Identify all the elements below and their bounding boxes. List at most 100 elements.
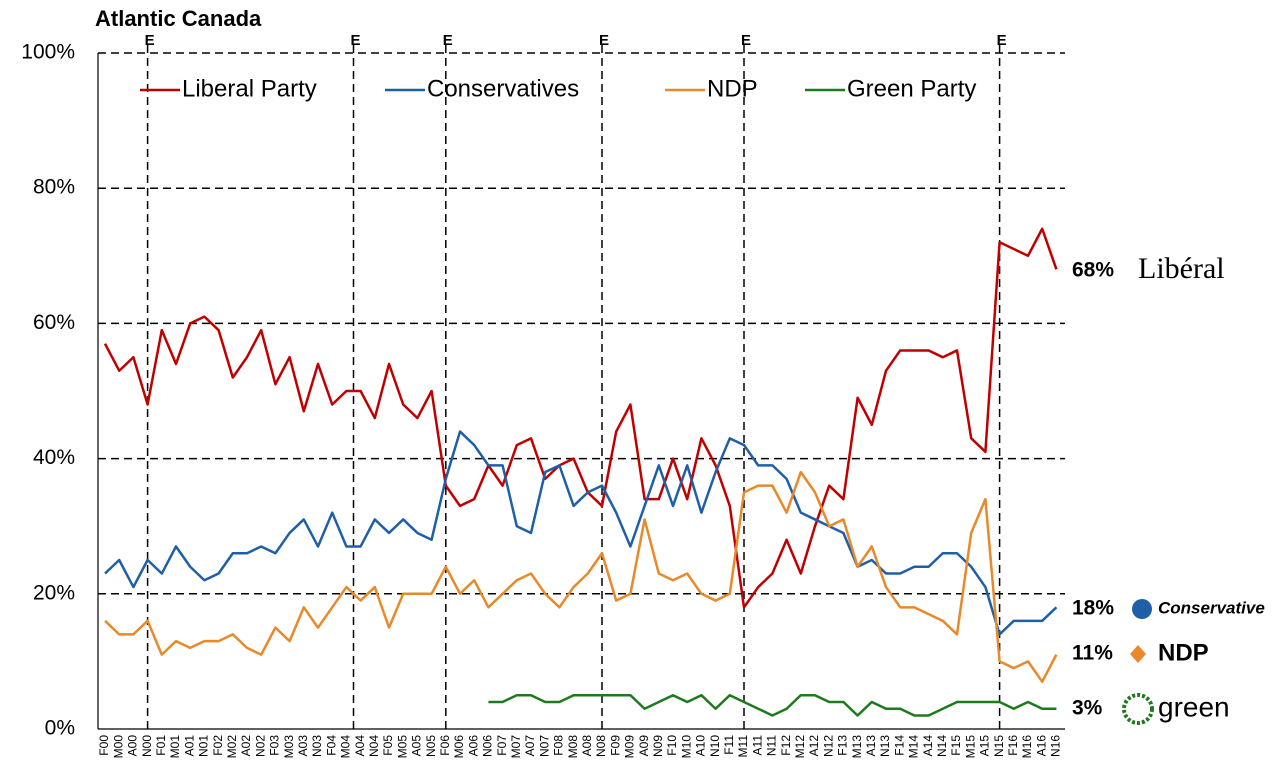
x-tick-label: M13 (850, 735, 864, 759)
x-tick-label: A05 (410, 735, 424, 757)
x-tick-label: M03 (282, 735, 296, 759)
y-tick-label: 20% (33, 581, 75, 604)
x-tick-label: N02 (253, 735, 267, 757)
x-tick-label: M08 (566, 735, 580, 759)
x-tick-label: M12 (793, 735, 807, 759)
x-tick-label: A04 (353, 735, 367, 757)
x-tick-label: A00 (126, 735, 140, 757)
x-tick-label: A06 (466, 735, 480, 757)
x-tick-label: M16 (1020, 735, 1034, 759)
x-tick-label: A03 (296, 735, 310, 757)
x-tick-label: N13 (878, 735, 892, 757)
series-line (488, 693, 1057, 717)
election-label: E (741, 32, 751, 49)
x-tick-label: M00 (111, 735, 125, 759)
x-tick-label: F11 (722, 735, 736, 755)
x-tick-label: F05 (381, 735, 395, 756)
election-label: E (599, 32, 609, 49)
x-tick-label: M15 (963, 735, 977, 759)
x-tick-label: M09 (623, 735, 637, 759)
end-label: 18% (1072, 597, 1114, 620)
x-tick-label: A10 (694, 735, 708, 757)
y-tick-label: 0% (45, 717, 75, 740)
x-tick-label: M04 (339, 735, 353, 759)
x-tick-label: A14 (921, 735, 935, 757)
legend-label: Green Party (847, 75, 976, 102)
series-line (103, 227, 1058, 609)
x-tick-label: N08 (594, 735, 608, 757)
x-tick-label: N07 (537, 735, 551, 757)
end-label: 68% (1072, 259, 1114, 282)
x-tick-label: N10 (708, 735, 722, 757)
x-tick-label: F16 (1006, 735, 1020, 756)
x-tick-label: M01 (168, 735, 182, 759)
logo-icon (1132, 599, 1152, 619)
x-tick-label: A07 (523, 735, 537, 757)
x-tick-label: F14 (892, 735, 906, 756)
x-tick-label: N16 (1049, 735, 1063, 757)
x-tick-label: A02 (239, 735, 253, 757)
x-tick-label: M11 (736, 735, 750, 758)
x-tick-label: A15 (978, 735, 992, 757)
x-tick-label: N06 (481, 735, 495, 757)
party-logo: green (1158, 691, 1230, 722)
x-tick-label: F01 (154, 735, 168, 756)
election-label: E (997, 32, 1007, 49)
x-tick-label: A13 (864, 735, 878, 757)
party-logo: NDP (1158, 639, 1209, 666)
logo-icon (1122, 693, 1154, 725)
x-tick-label: M10 (679, 735, 693, 759)
x-tick-label: N12 (821, 735, 835, 757)
x-tick-label: N04 (367, 735, 381, 757)
election-label: E (351, 32, 361, 49)
x-tick-label: F10 (665, 735, 679, 756)
x-tick-label: N11 (765, 735, 779, 756)
x-tick-label: F06 (438, 735, 452, 756)
x-tick-label: N03 (310, 735, 324, 757)
x-tick-label: F08 (552, 735, 566, 756)
y-tick-label: 40% (33, 446, 75, 469)
x-tick-label: M05 (395, 735, 409, 759)
x-tick-label: A16 (1034, 735, 1048, 757)
y-tick-label: 60% (33, 311, 75, 334)
x-tick-label: N14 (935, 735, 949, 757)
x-tick-label: M02 (225, 735, 239, 759)
x-tick-label: F04 (324, 735, 338, 756)
logo-icon (1130, 645, 1146, 663)
x-tick-label: F00 (97, 735, 111, 756)
chart-title: Atlantic Canada (95, 6, 262, 31)
x-tick-label: N05 (424, 735, 438, 757)
x-tick-label: F13 (836, 735, 850, 756)
end-label: 3% (1072, 697, 1103, 720)
x-tick-label: N01 (197, 735, 211, 757)
x-tick-label: A12 (807, 735, 821, 757)
x-tick-label: F09 (608, 735, 622, 756)
party-logo: Libéral (1138, 252, 1225, 285)
election-label: E (145, 32, 155, 49)
legend-label: NDP (707, 75, 758, 102)
series-line (104, 470, 1058, 683)
party-logo: Conservative (1158, 598, 1265, 617)
election-label: E (443, 32, 453, 49)
legend-label: Liberal Party (182, 75, 317, 102)
x-tick-label: F12 (779, 735, 793, 756)
x-tick-label: A08 (580, 735, 594, 757)
x-tick-label: N15 (992, 735, 1006, 757)
x-tick-label: F15 (949, 735, 963, 756)
x-tick-label: N00 (140, 735, 154, 757)
y-tick-label: 80% (33, 176, 75, 199)
legend-label: Conservatives (427, 75, 579, 102)
x-tick-label: N09 (651, 735, 665, 757)
x-tick-label: M14 (907, 735, 921, 759)
x-tick-label: A09 (637, 735, 651, 757)
x-tick-label: F02 (211, 735, 225, 756)
series-line (104, 430, 1058, 636)
end-label: 11% (1072, 642, 1113, 665)
x-tick-label: F07 (495, 735, 509, 756)
x-tick-label: M07 (509, 735, 523, 759)
x-tick-label: M06 (452, 735, 466, 759)
y-tick-label: 100% (21, 41, 75, 64)
x-tick-label: A01 (182, 735, 196, 757)
x-tick-label: F03 (268, 735, 282, 756)
